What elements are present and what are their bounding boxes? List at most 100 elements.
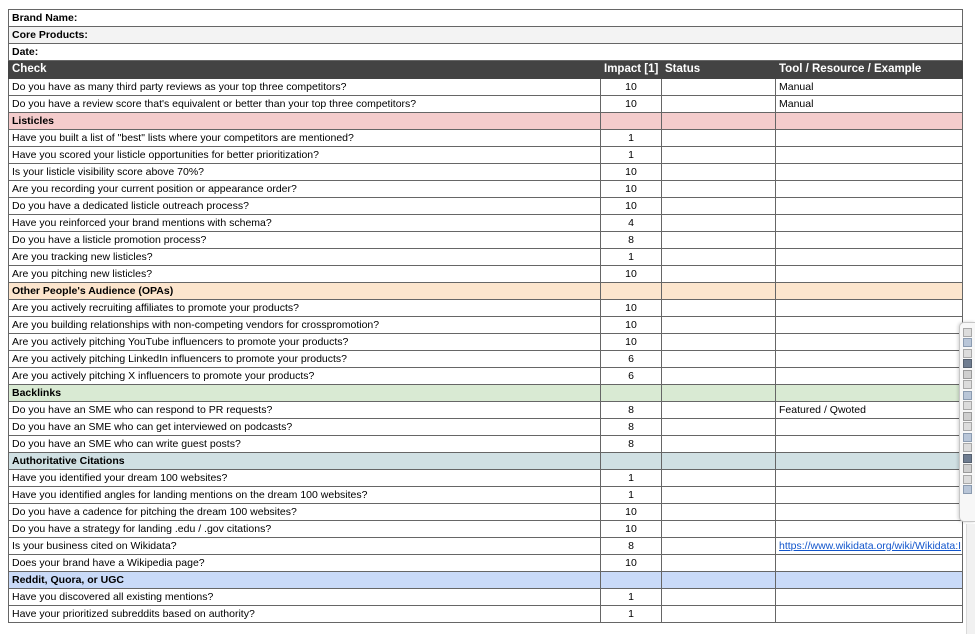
- impact-cell[interactable]: 8: [600, 401, 662, 419]
- check-cell[interactable]: Do you have a strategy for landing .edu …: [8, 520, 601, 538]
- tool-cell[interactable]: Manual: [774, 78, 964, 96]
- impact-cell[interactable]: 8: [600, 418, 662, 436]
- tool-cell[interactable]: [774, 435, 964, 453]
- check-cell[interactable]: Are you actively pitching YouTube influe…: [8, 333, 601, 351]
- toolbar-icon-1[interactable]: [963, 327, 972, 337]
- check-cell[interactable]: Are you building relationships with non-…: [8, 316, 601, 334]
- section-tool-cell[interactable]: [774, 452, 964, 470]
- section-status-cell[interactable]: [661, 282, 776, 300]
- tool-cell[interactable]: [774, 486, 964, 504]
- impact-cell[interactable]: 10: [600, 265, 662, 283]
- column-header-check[interactable]: Check: [8, 60, 601, 79]
- impact-cell[interactable]: 8: [600, 537, 662, 555]
- impact-cell[interactable]: 8: [600, 231, 662, 249]
- section-title[interactable]: Reddit, Quora, or UGC: [8, 571, 601, 589]
- status-cell[interactable]: [661, 588, 776, 606]
- table-row[interactable]: Does your brand have a Wikipedia page? 10: [8, 554, 964, 572]
- impact-cell[interactable]: 6: [600, 350, 662, 368]
- tool-cell[interactable]: [774, 129, 964, 147]
- tool-cell[interactable]: [774, 605, 964, 623]
- section-title[interactable]: Backlinks: [8, 384, 601, 402]
- column-header-tool[interactable]: Tool / Resource / Example: [774, 60, 964, 79]
- table-row[interactable]: Do you have a strategy for landing .edu …: [8, 520, 964, 538]
- tool-cell[interactable]: [774, 350, 964, 368]
- check-cell[interactable]: Have you identified angles for landing m…: [8, 486, 601, 504]
- table-row[interactable]: Do you have an SME who can write guest p…: [8, 435, 964, 453]
- meta-label[interactable]: Brand Name:: [7, 9, 964, 27]
- vertical-scrollbar[interactable]: [966, 524, 975, 634]
- section-title[interactable]: Authoritative Citations: [8, 452, 601, 470]
- meta-row[interactable]: Core Products:: [7, 26, 964, 44]
- check-cell[interactable]: Do you have as many third party reviews …: [8, 78, 601, 96]
- status-cell[interactable]: [661, 418, 776, 436]
- meta-label[interactable]: Date:: [7, 43, 964, 61]
- impact-cell[interactable]: 1: [600, 129, 662, 147]
- status-cell[interactable]: [661, 435, 776, 453]
- table-row[interactable]: Do you have a review score that's equiva…: [8, 95, 964, 113]
- table-row[interactable]: Is your business cited on Wikidata? 8 http…: [8, 537, 964, 555]
- checklist-table[interactable]: Brand Name: Core Products: Date: Check Impac…: [7, 9, 964, 623]
- check-cell[interactable]: Do you have a dedicated listicle outreac…: [8, 197, 601, 215]
- tool-cell[interactable]: [774, 146, 964, 164]
- toolbar-icon-5[interactable]: [963, 369, 972, 379]
- check-cell[interactable]: Is your business cited on Wikidata?: [8, 537, 601, 555]
- tool-cell[interactable]: [774, 367, 964, 385]
- impact-cell[interactable]: 8: [600, 435, 662, 453]
- check-cell[interactable]: Do you have a review score that's equiva…: [8, 95, 601, 113]
- status-cell[interactable]: [661, 537, 776, 555]
- impact-cell[interactable]: 10: [600, 197, 662, 215]
- table-row[interactable]: Have you built a list of "best" lists wh…: [8, 129, 964, 147]
- toolbar-icon-11[interactable]: [963, 432, 972, 442]
- section-tool-cell[interactable]: [774, 571, 964, 589]
- section-header-row[interactable]: Reddit, Quora, or UGC: [8, 571, 964, 589]
- section-title[interactable]: Listicles: [8, 112, 601, 130]
- toolbar-icon-10[interactable]: [963, 422, 972, 431]
- status-cell[interactable]: [661, 486, 776, 504]
- tool-cell[interactable]: [774, 520, 964, 538]
- check-cell[interactable]: Have you identified your dream 100 websi…: [8, 469, 601, 487]
- table-row[interactable]: Do you have a cadence for pitching the d…: [8, 503, 964, 521]
- table-row[interactable]: Do you have a listicle promotion process…: [8, 231, 964, 249]
- check-cell[interactable]: Do you have an SME who can get interview…: [8, 418, 601, 436]
- status-cell[interactable]: [661, 554, 776, 572]
- section-status-cell[interactable]: [661, 384, 776, 402]
- impact-cell[interactable]: 10: [600, 180, 662, 198]
- status-cell[interactable]: [661, 163, 776, 181]
- toolbar-icon-15[interactable]: [963, 474, 972, 484]
- status-cell[interactable]: [661, 129, 776, 147]
- check-cell[interactable]: Do you have an SME who can respond to PR…: [8, 401, 601, 419]
- column-header-status[interactable]: Status: [661, 60, 776, 79]
- table-row[interactable]: Have you scored your listicle opportunit…: [8, 146, 964, 164]
- toolbar-icon-14[interactable]: [963, 464, 972, 473]
- tool-cell[interactable]: [774, 248, 964, 266]
- section-impact-cell[interactable]: [600, 571, 662, 589]
- tool-cell[interactable]: https://www.wikidata.org/wiki/Wikidata:I: [774, 537, 964, 555]
- section-tool-cell[interactable]: [774, 282, 964, 300]
- impact-cell[interactable]: 10: [600, 78, 662, 96]
- status-cell[interactable]: [661, 299, 776, 317]
- status-cell[interactable]: [661, 78, 776, 96]
- table-row[interactable]: Have you discovered all existing mention…: [8, 588, 964, 606]
- tool-cell[interactable]: Featured / Qwoted: [774, 401, 964, 419]
- impact-cell[interactable]: 10: [600, 299, 662, 317]
- meta-label[interactable]: Core Products:: [7, 26, 964, 44]
- tool-cell[interactable]: [774, 231, 964, 249]
- section-tool-cell[interactable]: [774, 112, 964, 130]
- check-cell[interactable]: Is your listicle visibility score above …: [8, 163, 601, 181]
- toolbar-icon-16[interactable]: [963, 485, 972, 494]
- status-cell[interactable]: [661, 350, 776, 368]
- impact-cell[interactable]: 4: [600, 214, 662, 232]
- check-cell[interactable]: Are you actively pitching LinkedIn influ…: [8, 350, 601, 368]
- meta-row[interactable]: Date:: [7, 43, 964, 61]
- table-row[interactable]: Are you building relationships with non-…: [8, 316, 964, 334]
- column-header-impact[interactable]: Impact [1]: [600, 60, 662, 79]
- check-cell[interactable]: Do you have a listicle promotion process…: [8, 231, 601, 249]
- impact-cell[interactable]: 1: [600, 469, 662, 487]
- impact-cell[interactable]: 1: [600, 605, 662, 623]
- table-row[interactable]: Are you actively recruiting affiliates t…: [8, 299, 964, 317]
- status-cell[interactable]: [661, 605, 776, 623]
- table-row[interactable]: Have your prioritized subreddits based o…: [8, 605, 964, 623]
- tool-cell[interactable]: [774, 299, 964, 317]
- tool-cell[interactable]: [774, 316, 964, 334]
- impact-cell[interactable]: 1: [600, 588, 662, 606]
